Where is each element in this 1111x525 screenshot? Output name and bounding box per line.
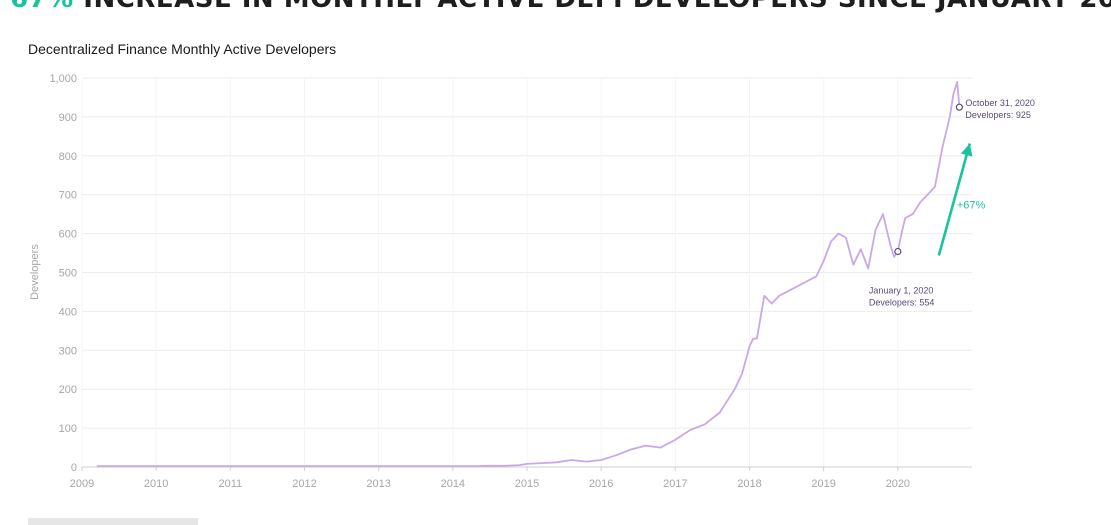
y-tick-label: 900 (59, 112, 77, 124)
headline: 67% INCREASE IN MONTHLY ACTIVE DEFI DEVE… (10, 0, 1111, 14)
annotation-date: January 1, 2020 (869, 285, 934, 295)
x-tick-label: 2009 (70, 478, 94, 490)
footer-source-text (28, 518, 198, 525)
x-tick-label: 2018 (737, 478, 761, 490)
y-tick-label: 200 (59, 384, 77, 396)
growth-arrow-line (937, 143, 972, 256)
annotation-layer: January 1, 2020 Developers: 554 October 31… (869, 98, 1035, 307)
series-layer (96, 81, 961, 468)
grid-layer (81, 77, 972, 471)
x-tick-label: 2015 (515, 478, 539, 490)
y-tick-label: 400 (59, 306, 77, 318)
tick-layer: 0 100 200 300 400 500 600 700 800 900 1,000 2009 201… (49, 73, 910, 490)
x-tick-label: 2013 (366, 478, 390, 490)
headline-text: INCREASE IN MONTHLY ACTIVE DEFI DEVELOPE… (83, 0, 1111, 14)
annotation-value: Developers: 925 (965, 110, 1031, 120)
change-label: +67% (957, 199, 986, 211)
y-tick-label: 700 (59, 190, 77, 202)
y-tick-label: 300 (59, 345, 77, 357)
x-tick-label: 2017 (663, 478, 687, 490)
x-tick-label: 2012 (292, 478, 316, 490)
x-tick-label: 2014 (441, 478, 465, 490)
annotation-marker (894, 247, 902, 256)
y-tick-label: 500 (59, 268, 77, 280)
x-tick-label: 2019 (811, 478, 835, 490)
y-tick-label: 1,000 (49, 73, 77, 85)
y-tick-label: 0 (71, 462, 77, 474)
x-tick-label: 2010 (144, 478, 168, 490)
chart-title: Decentralized Finance Monthly Active Dev… (28, 41, 337, 57)
y-tick-label: 600 (59, 229, 77, 241)
y-tick-label: 100 (59, 423, 77, 435)
annotation-date: October 31, 2020 (965, 98, 1035, 108)
x-tick-label: 2011 (219, 478, 243, 490)
growth-arrow-head (960, 143, 973, 157)
headline-percentage: 67% (10, 0, 74, 14)
x-tick-label: 2020 (886, 478, 910, 490)
annotation-marker (955, 103, 963, 111)
annotation-value: Developers: 554 (869, 297, 935, 307)
y-tick-label: 800 (59, 151, 77, 163)
developers-series-line (96, 81, 961, 468)
x-tick-label: 2016 (589, 478, 613, 490)
y-axis-title: Developers (29, 244, 41, 300)
